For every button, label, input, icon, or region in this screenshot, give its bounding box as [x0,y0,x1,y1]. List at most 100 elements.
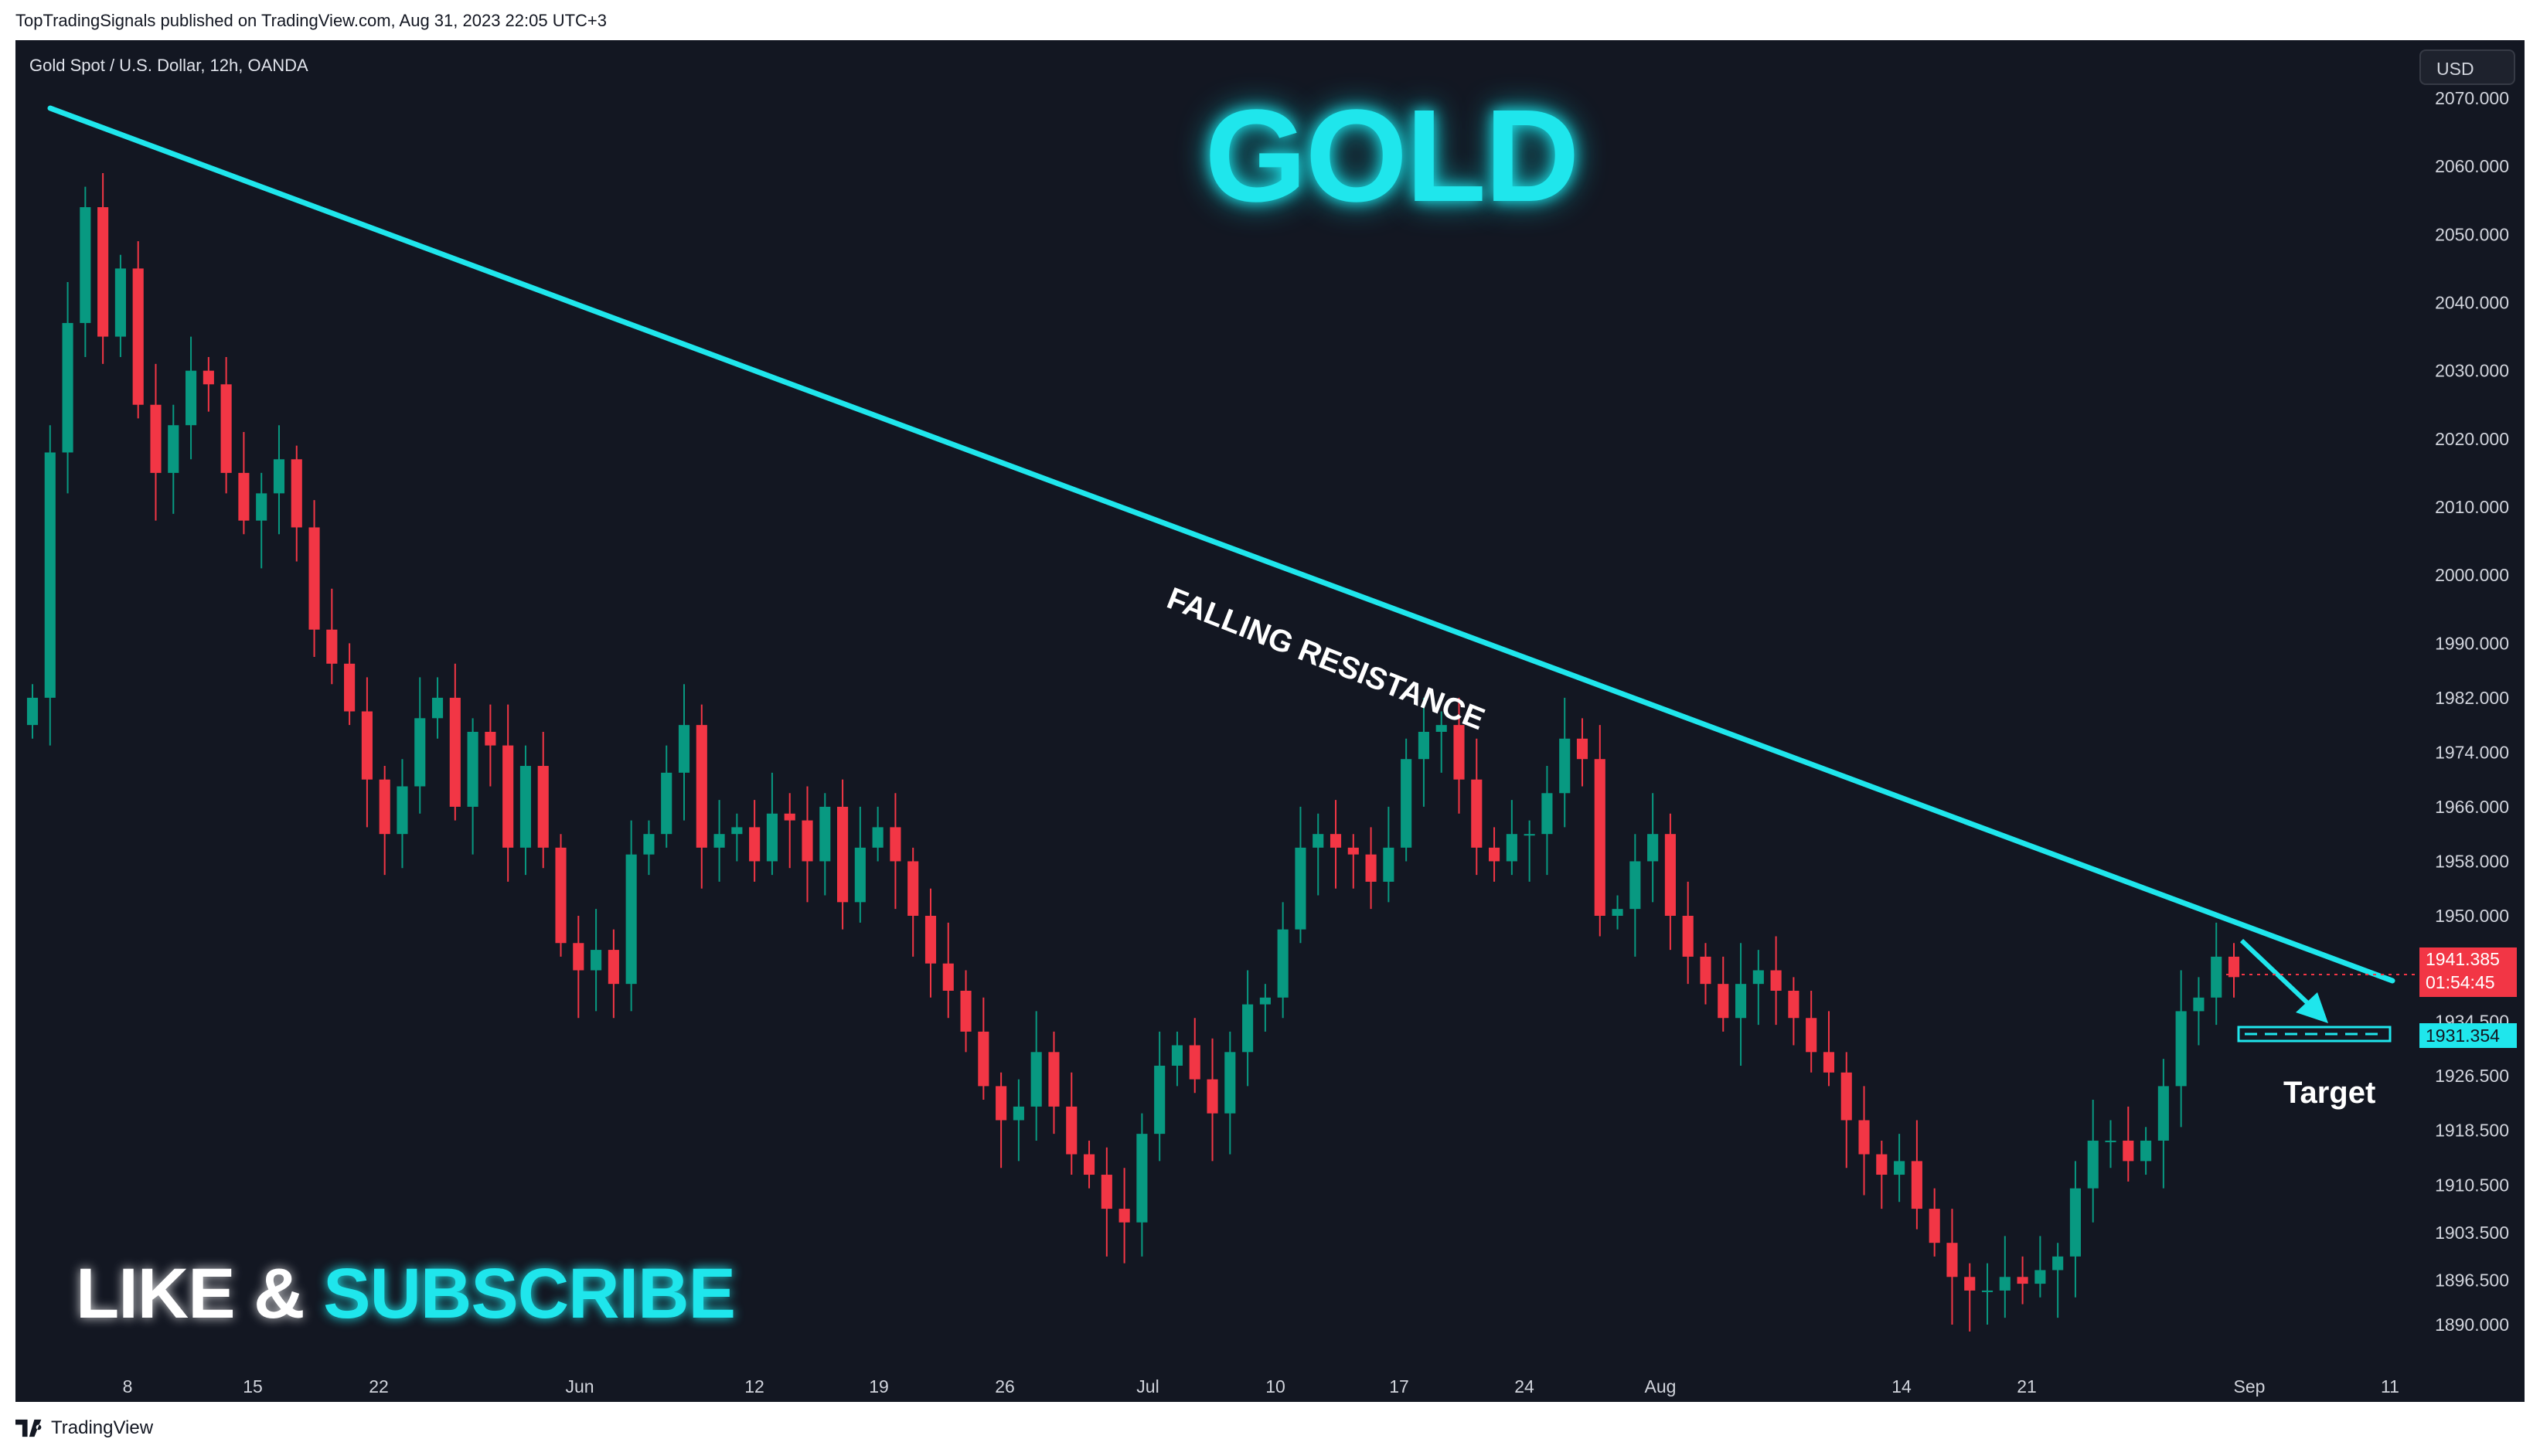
x-tick-label: 21 [2017,1376,2037,1396]
candle-body [1313,834,1324,848]
falling-resistance-line [47,105,2395,984]
y-tick-label: 2040.000 [2435,293,2509,313]
chart-canvas[interactable]: 2070.000 2060.000 2050.000 2040.000 2030.000… [15,40,2525,1402]
candle-body [1823,1052,1835,1073]
candle-body [185,370,197,426]
candle-body [1189,1045,1200,1080]
candle-body [256,493,267,521]
y-tick-label: 1974.000 [2435,742,2509,762]
publish-caption: TopTradingSignals published on TradingVi… [15,11,608,30]
candle-body [1946,1243,1958,1277]
y-tick-label: 2060.000 [2435,156,2509,176]
candle-body [1224,1052,1236,1114]
candle-body [1541,793,1553,835]
symbol-label: Gold Spot / U.S. Dollar, 12h, OANDA [29,56,308,75]
candle-body [1365,854,1377,882]
candle-body [97,207,109,337]
x-tick-label: 12 [744,1376,764,1396]
candle-body [1506,834,1517,862]
candle-body [132,268,144,405]
candle-body [361,711,373,780]
candle-body [449,697,461,807]
candle-body [2193,997,2205,1012]
x-tick-label: Sep [2234,1376,2266,1396]
candle-body [1752,970,1764,985]
x-tick-label: Jun [565,1376,594,1396]
candle-body [80,207,91,323]
x-tick-label: 24 [1514,1376,1534,1396]
target-price-tag: 1931.354 [2419,1023,2517,1048]
candle-body [890,827,901,862]
candle-body [1401,759,1412,848]
candle-body [1718,984,1729,1019]
candle-body [537,766,549,848]
footer-brand[interactable]: TradingView [15,1417,153,1439]
candle-body [26,697,39,726]
candle-body [150,404,162,473]
candle-body [273,459,285,494]
candle-body [573,943,584,971]
candle-body [238,472,250,521]
target-arrow-line [2239,938,2317,1012]
candle-body [1171,1045,1183,1066]
x-tick-label: 17 [1389,1376,1409,1396]
candle-body [837,806,849,903]
chart-background [15,40,2525,1402]
candle-body [1136,1134,1148,1223]
candle-body [713,834,725,848]
chart-panel[interactable]: 2070.000 2060.000 2050.000 2040.000 2030.000… [15,40,2525,1402]
x-tick-label: 8 [123,1376,133,1396]
candle-body [1242,1004,1254,1053]
x-tick-label: 26 [995,1376,1015,1396]
y-tick-label: 1958.000 [2435,851,2509,871]
candle-body [1118,1209,1130,1223]
candle-body [643,834,655,855]
candle-body [942,963,954,991]
candle-body [1083,1154,1095,1175]
candle-body [784,813,795,821]
y-tick-label: 2030.000 [2435,361,2509,381]
candle-body [1647,834,1659,862]
candle-body [1929,1209,1940,1243]
candle-body [502,745,514,848]
bar-countdown: 01:54:45 [2426,972,2495,992]
candle-body [766,813,778,862]
candle-body [1048,1052,1060,1107]
candle-body [960,990,972,1032]
candle-body [1770,970,1782,991]
candle-body [1471,779,1483,848]
candle-body [1418,731,1429,760]
candle-body [1453,725,1465,780]
candle-body [1154,1065,1166,1135]
candle-body [2105,1140,2116,1142]
target-arrow-head [2296,992,2328,1023]
candle-body [1330,834,1342,848]
y-tick-label: 2020.000 [2435,429,2509,449]
candle-body [749,827,761,862]
candle-body [1840,1072,1852,1121]
y-tick-label: 1918.500 [2435,1121,2509,1141]
candle-body [220,384,232,473]
last-price-tag: 1941.385 01:54:45 [2419,947,2517,997]
cta-subscribe: SUBSCRIBE [323,1254,736,1333]
candle-body [625,854,637,985]
candle-body [1911,1161,1922,1209]
candle-body [678,725,690,773]
candle-body [308,527,320,630]
currency-selector[interactable]: USD [2419,49,2515,85]
candle-body [1383,847,1394,882]
x-tick-label: 14 [1891,1376,1912,1396]
candle-body [924,916,937,964]
candle-body [1858,1120,1870,1155]
candle-body [1066,1106,1078,1155]
tradingview-logo-icon [15,1419,42,1437]
target-label: Target [2283,1076,2376,1110]
candle-body [44,452,56,698]
candle-body [1999,1277,2011,1291]
candle-body [1559,738,1571,794]
candle-body [2228,956,2240,978]
candle-body [168,425,179,473]
headline-title: GOLD [1204,83,1579,230]
y-tick-label: 1926.500 [2435,1066,2509,1086]
candle-body [1981,1290,1994,1292]
